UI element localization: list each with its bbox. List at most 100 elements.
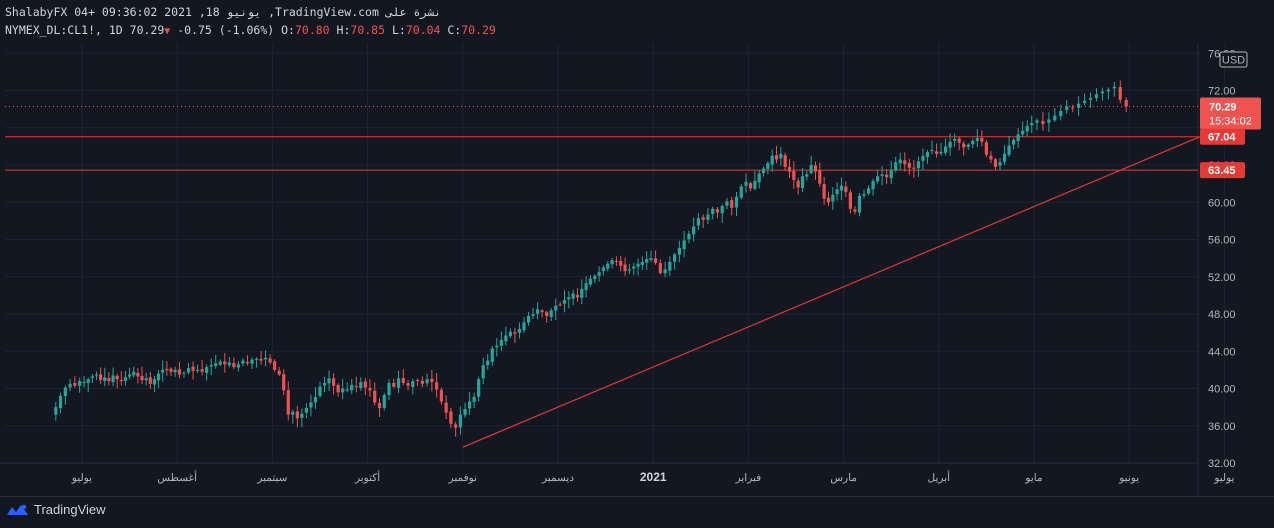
candle-body	[623, 264, 627, 272]
candle	[536, 302, 540, 320]
candle-body	[1025, 125, 1029, 132]
candle-body	[115, 375, 119, 380]
candle	[513, 327, 517, 344]
candle-body	[1088, 98, 1093, 100]
candle	[309, 394, 313, 417]
candle-body	[632, 266, 636, 269]
candle	[205, 364, 209, 381]
candle-body	[687, 233, 691, 240]
candle	[313, 387, 318, 410]
level-label-value: 63.45	[1208, 165, 1236, 177]
time-tick-label: مارس	[830, 472, 857, 484]
level-label: 63.45	[1200, 162, 1245, 179]
candle-body	[119, 379, 123, 381]
candle-body	[998, 162, 1002, 166]
candle-body	[668, 261, 672, 271]
candle-body	[748, 183, 753, 189]
open-value: 70.80	[294, 23, 330, 37]
candle-body	[866, 188, 871, 194]
candle-body	[526, 315, 531, 323]
candle	[844, 181, 848, 198]
candle-body	[513, 332, 517, 334]
candle	[435, 372, 439, 398]
candle	[73, 376, 77, 388]
candle-body	[259, 358, 263, 361]
high-label: H:	[336, 23, 351, 37]
candle-body	[458, 414, 463, 428]
candle	[1016, 128, 1020, 148]
candle	[558, 301, 562, 307]
candle	[715, 206, 720, 219]
time-tick-label: أغسطس	[157, 470, 197, 484]
candle-body	[430, 378, 434, 382]
candle	[562, 290, 567, 313]
candle	[526, 311, 531, 326]
candle	[944, 138, 948, 156]
candle-body	[640, 261, 644, 265]
last-price-box	[1200, 97, 1261, 130]
candle	[853, 206, 857, 215]
candle	[783, 152, 787, 172]
tradingview-logo[interactable]: TradingView	[6, 502, 106, 517]
candle	[107, 372, 111, 386]
candle-body	[1118, 87, 1122, 100]
candle	[177, 361, 182, 379]
candle	[934, 143, 939, 158]
candle-body	[1035, 120, 1039, 123]
candle	[227, 356, 231, 368]
candle	[345, 382, 349, 393]
candle	[925, 149, 930, 164]
tradingview-logo-text: TradingView	[34, 502, 106, 517]
candle	[173, 366, 177, 377]
candle-body	[558, 304, 562, 306]
candle-body	[730, 200, 734, 208]
candle-body	[889, 169, 893, 179]
candle-body	[682, 240, 686, 250]
candle	[658, 259, 662, 275]
candle	[857, 192, 862, 217]
candle-body	[1030, 123, 1034, 126]
candle	[584, 276, 588, 298]
candle-body	[406, 383, 410, 386]
candle	[209, 358, 213, 376]
candle-body	[711, 208, 715, 215]
candle	[1035, 118, 1039, 131]
candle-body	[277, 370, 281, 375]
candle	[831, 187, 835, 210]
candle-body	[522, 322, 526, 331]
candle-body	[148, 377, 152, 384]
candle-body	[439, 389, 443, 402]
candle-body	[975, 138, 979, 142]
price-tick-label: 60.00	[1208, 197, 1236, 209]
candle	[392, 378, 396, 389]
candle-body	[165, 368, 169, 370]
candle-body	[350, 384, 354, 391]
candle-body	[925, 152, 930, 158]
candle	[322, 376, 327, 393]
candle	[1094, 88, 1099, 102]
candle	[545, 310, 549, 323]
candle-body	[218, 361, 222, 365]
candle	[549, 308, 553, 321]
candle-body	[636, 263, 640, 267]
candle	[144, 372, 148, 386]
candle-body	[107, 378, 111, 382]
candle	[406, 379, 410, 391]
candle	[531, 307, 535, 320]
candle-body	[770, 155, 774, 165]
candle	[1059, 104, 1063, 121]
price-chart[interactable]: 32.00 36.00 40.00 44.00 48.00 52.00 56.00 60.00…	[0, 0, 1274, 496]
candle-body	[214, 363, 218, 366]
candle	[796, 177, 800, 195]
candle	[627, 264, 631, 275]
candle-body	[128, 374, 132, 377]
candle	[761, 166, 766, 177]
candle	[916, 156, 920, 177]
candle	[668, 256, 672, 276]
candle-body	[1065, 106, 1069, 111]
candle-body	[411, 381, 415, 388]
candle-body	[161, 369, 165, 373]
candle	[152, 375, 157, 393]
candle	[1047, 112, 1051, 132]
candle	[420, 376, 424, 388]
